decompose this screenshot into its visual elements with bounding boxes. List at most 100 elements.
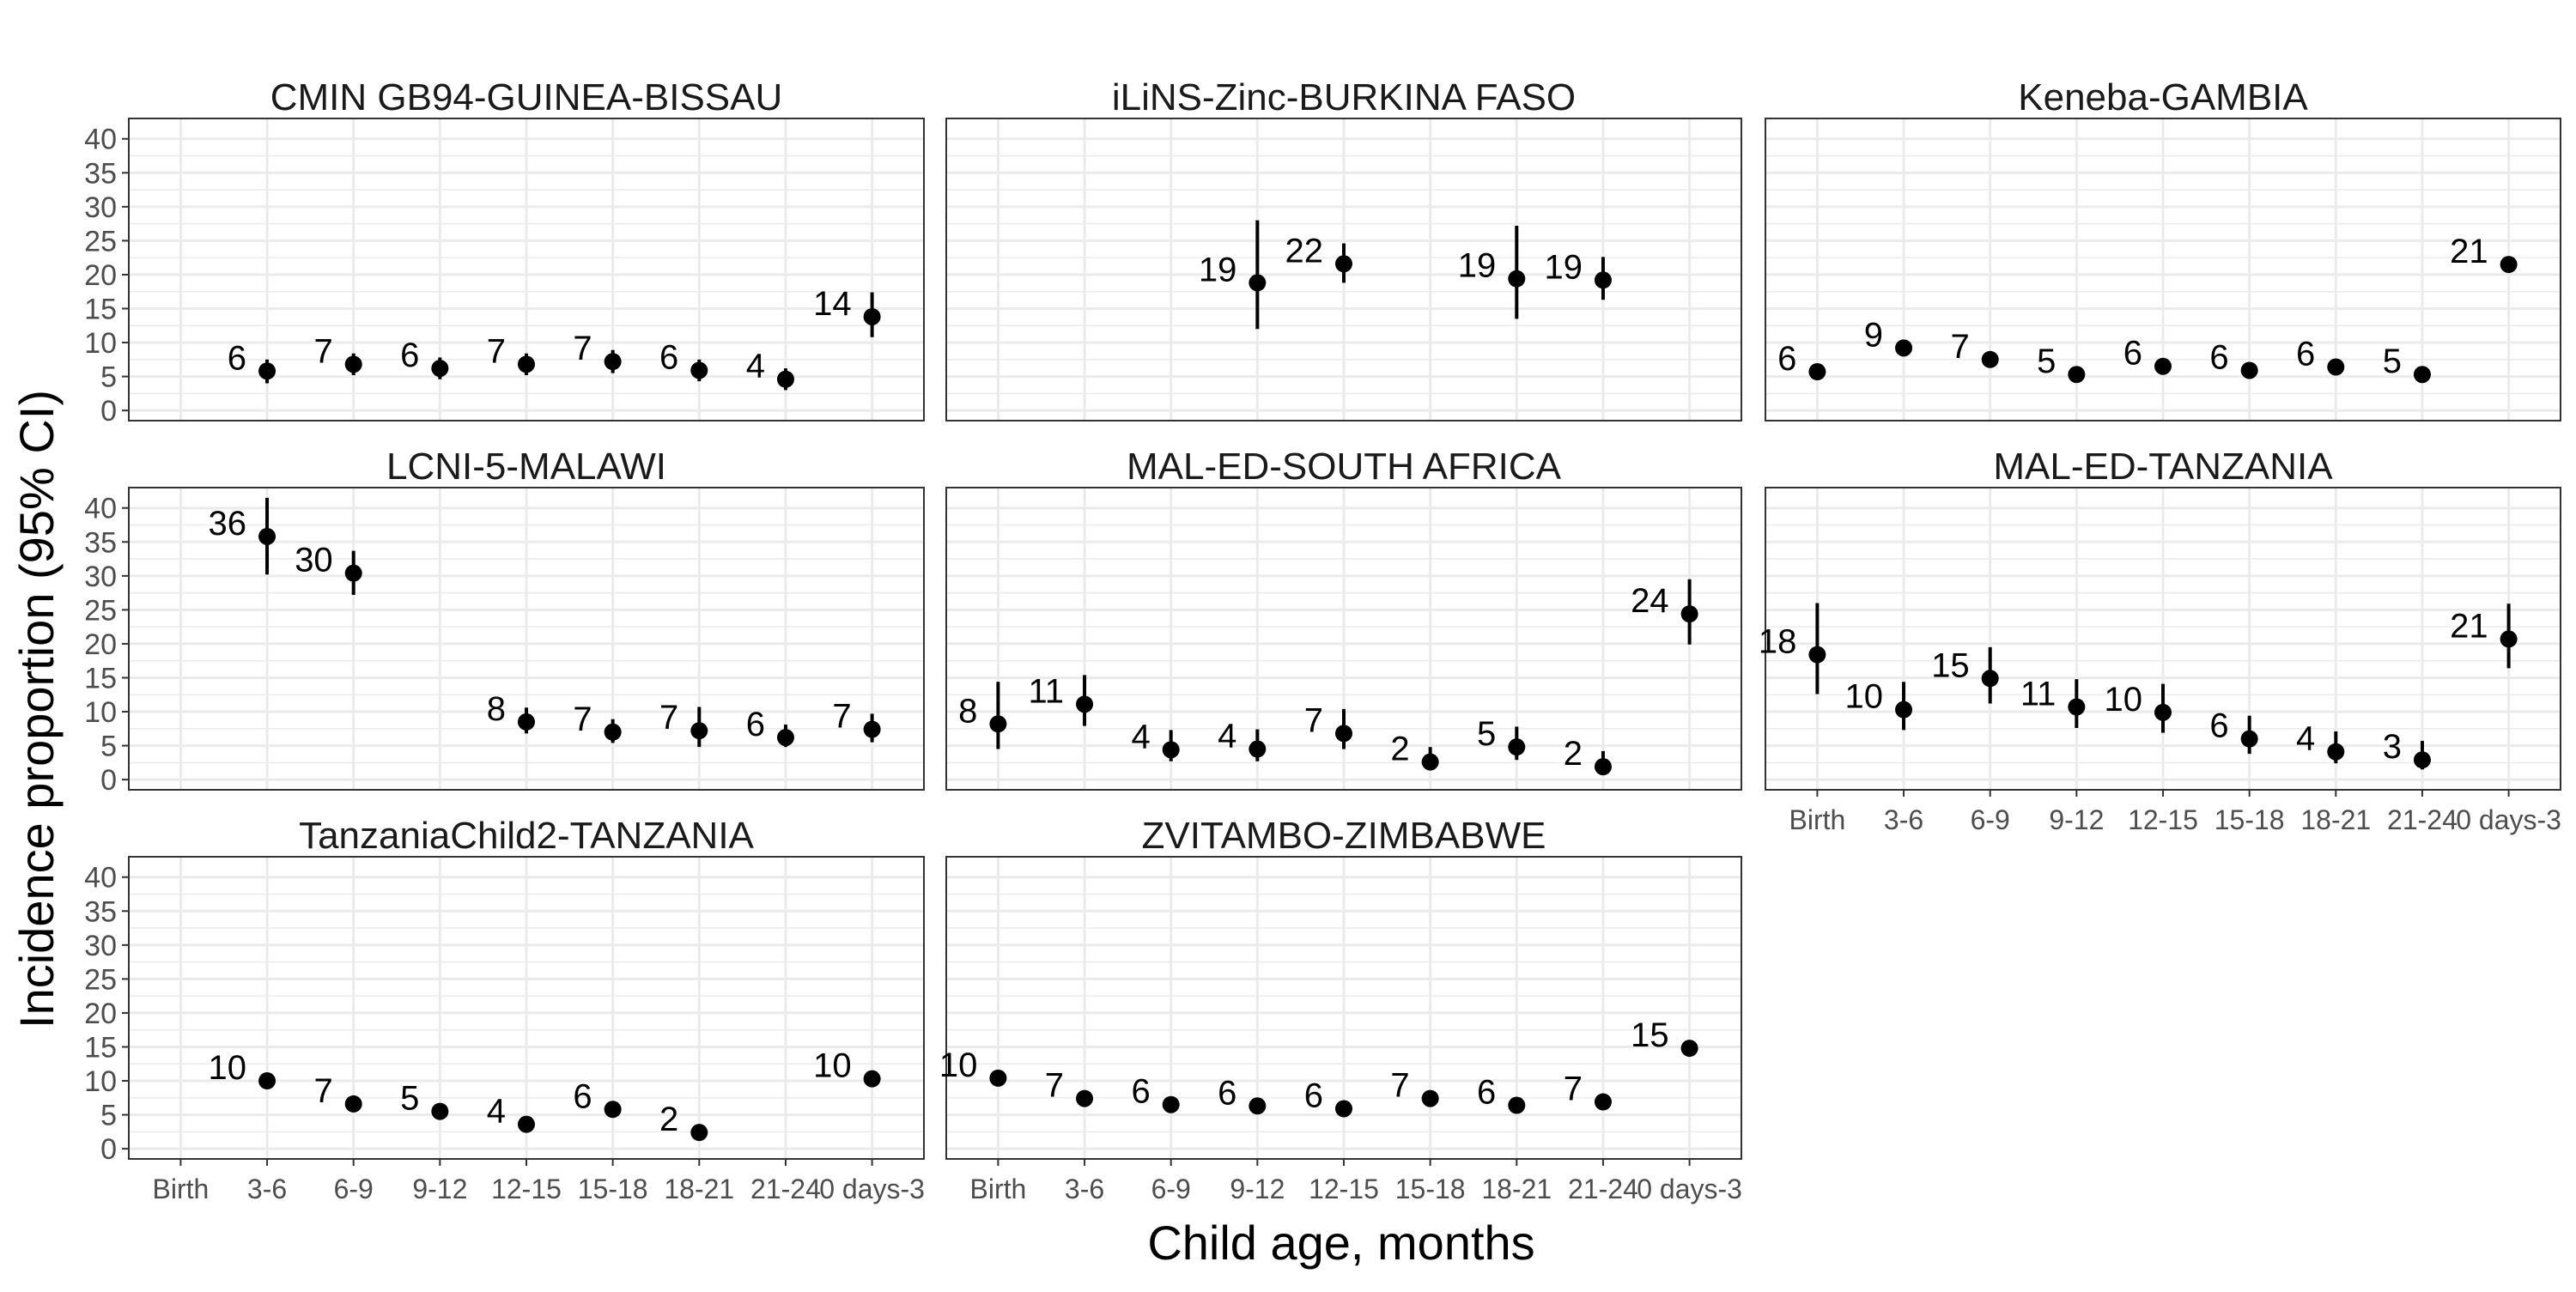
data-label: 10: [1845, 678, 1884, 716]
data-label: 7: [1950, 328, 1969, 366]
data-label: 22: [1285, 232, 1324, 270]
y-tick-label: 25: [84, 963, 117, 996]
data-point: [2154, 357, 2172, 375]
x-tick-label: 0 days-3: [819, 1174, 925, 1204]
x-tick-label: 6-9: [1151, 1174, 1191, 1204]
y-tick-label: 5: [100, 1100, 117, 1132]
data-label: 2: [1564, 735, 1583, 773]
data-label: 19: [1199, 251, 1237, 288]
data-label: 21: [2450, 607, 2488, 645]
data-point: [1981, 670, 1999, 688]
data-point: [1508, 1096, 1526, 1114]
data-point: [1249, 1097, 1267, 1115]
x-tick-label: 12-15: [491, 1174, 562, 1204]
y-tick-label: 20: [84, 998, 117, 1030]
data-point: [863, 307, 881, 325]
data-label: 6: [1304, 1077, 1323, 1114]
y-axis-title: Incidence proportion (95% CI): [9, 390, 64, 1028]
y-tick-label: 25: [84, 225, 117, 258]
data-point: [2327, 358, 2345, 376]
y-tick-label: 30: [84, 930, 117, 962]
y-tick-label: 10: [84, 696, 117, 729]
panel-border: [1765, 118, 2561, 422]
data-point: [690, 722, 708, 740]
panels-layer: CMIN GB94-GUINEA-BISSAU05101520253035406…: [84, 76, 2561, 1204]
y-tick-label: 15: [84, 662, 117, 695]
data-label: 6: [228, 339, 246, 377]
x-tick-label: 18-21: [2300, 804, 2371, 835]
y-tick-label: 40: [84, 124, 117, 156]
y-tick-label: 10: [84, 327, 117, 360]
y-tick-label: 0: [100, 764, 117, 797]
data-label: 7: [573, 701, 592, 738]
data-label: 24: [1631, 582, 1669, 620]
panel-border: [945, 487, 1742, 791]
panel-title: CMIN GB94-GUINEA-BISSAU: [270, 76, 783, 118]
data-label: 6: [1218, 1074, 1236, 1112]
panel-title: ZVITAMBO-ZIMBABWE: [1142, 815, 1546, 857]
data-label: 4: [746, 348, 765, 385]
data-label: 7: [1304, 701, 1323, 739]
x-tick-label: 21-24: [2387, 804, 2458, 835]
panel-title: LCNI-5-MALAWI: [386, 446, 666, 488]
y-tick-label: 10: [84, 1065, 117, 1098]
data-label: 5: [400, 1080, 419, 1118]
data-point: [2500, 630, 2518, 648]
data-label: 2: [659, 1101, 678, 1138]
data-point: [518, 713, 535, 731]
data-point: [1808, 646, 1826, 664]
x-tick-label: 6-9: [334, 1174, 374, 1204]
data-point: [2413, 366, 2431, 384]
x-tick-label: 15-18: [578, 1174, 648, 1204]
panel-title: TanzaniaChild2-TANZANIA: [299, 815, 754, 857]
data-point: [1076, 1089, 1094, 1107]
data-point: [1162, 1095, 1180, 1113]
data-label: 8: [487, 690, 506, 728]
x-tick-label: 12-15: [1309, 1174, 1379, 1204]
data-label: 11: [2020, 675, 2057, 713]
data-label: 8: [958, 692, 977, 730]
x-tick-label: 0 days-3: [2456, 804, 2561, 835]
data-point: [258, 527, 276, 545]
data-point: [2068, 698, 2086, 716]
data-label: 19: [1458, 247, 1497, 285]
y-tick-label: 0: [100, 1133, 117, 1166]
data-label: 6: [2123, 335, 2142, 373]
panel-border: [128, 487, 925, 791]
data-label: 6: [659, 338, 678, 376]
x-tick-label: 15-18: [1395, 1174, 1466, 1204]
y-tick-label: 25: [84, 594, 117, 627]
data-label: 6: [746, 706, 765, 743]
data-label: 10: [939, 1046, 978, 1084]
data-point: [344, 564, 362, 582]
panel-8: ZVITAMBO-ZIMBABWE Birth 3-6 6-9 9-12 12-15 15-…: [939, 815, 1742, 1204]
x-tick-label: 21-24: [1568, 1174, 1638, 1204]
data-label: 4: [487, 1093, 506, 1131]
data-point: [1335, 255, 1352, 273]
data-point: [1335, 1100, 1352, 1118]
data-point: [518, 1115, 535, 1133]
data-point: [989, 1069, 1007, 1087]
data-label: 7: [659, 699, 678, 737]
data-point: [431, 360, 449, 378]
data-point: [1808, 363, 1826, 381]
panel-6: MAL-ED-TANZANIA Birth 3-6 6-9 9-12 12-15 15-18…: [1759, 446, 2561, 835]
data-label: 4: [1131, 718, 1150, 755]
y-tick-label: 35: [84, 526, 117, 559]
data-point: [1594, 271, 1612, 289]
data-label: 4: [1218, 718, 1236, 755]
data-point: [776, 370, 794, 388]
data-label: 18: [1759, 623, 1797, 661]
data-point: [1680, 1040, 1698, 1058]
data-point: [1421, 1089, 1439, 1107]
y-tick-label: 30: [84, 191, 117, 224]
data-label: 6: [2209, 707, 2228, 745]
data-point: [2240, 730, 2258, 748]
data-point: [1076, 695, 1094, 713]
x-axis-title: Child age, months: [1147, 1216, 1534, 1270]
data-point: [344, 1095, 362, 1113]
data-point: [690, 361, 708, 379]
